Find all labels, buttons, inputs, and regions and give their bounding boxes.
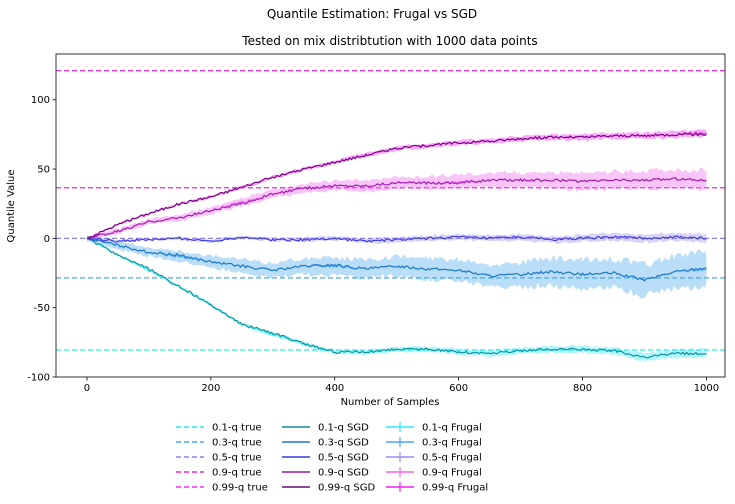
chart-title: Quantile Estimation: Frugal vs SGD: [267, 7, 477, 21]
y-tick-label-0: -100: [27, 373, 50, 384]
legend-label-0-2: 0.5-q true: [212, 453, 262, 464]
sgd-line-1: [86, 237, 707, 282]
x-axis-label: Number of Samples: [341, 397, 440, 408]
x-tick-label-3: 600: [449, 383, 468, 394]
legend-label-2-4: 0.99-q Frugal: [422, 483, 488, 494]
legend-label-0-4: 0.99-q true: [212, 483, 268, 494]
legend-label-1-2: 0.5-q SGD: [318, 453, 369, 464]
plot-area: [56, 69, 725, 362]
legend-label-2-1: 0.3-q Frugal: [422, 438, 482, 449]
y-axis-label: Quantile Value: [6, 170, 17, 243]
y-tick-label-1: -50: [34, 303, 50, 314]
legend-label-1-0: 0.1-q SGD: [318, 423, 369, 434]
axes: 0 200 400 600 800 1000 -100 -50 0 50 100: [27, 53, 726, 394]
x-tick-label-5: 1000: [694, 383, 719, 394]
x-tick-label-1: 200: [201, 383, 220, 394]
sgd-line-4: [86, 132, 707, 239]
x-tick-label-4: 800: [573, 383, 592, 394]
legend-label-1-1: 0.3-q SGD: [318, 438, 369, 449]
chart-subtitle: Tested on mix distribtution with 1000 da…: [241, 34, 537, 48]
y-tick-label-3: 50: [37, 165, 50, 176]
x-tick-label-0: 0: [84, 383, 90, 394]
sgd-line-0: [86, 237, 707, 359]
y-tick-label-4: 100: [31, 95, 50, 106]
legend-label-0-0: 0.1-q true: [212, 423, 262, 434]
legend-label-0-3: 0.9-q true: [212, 468, 262, 479]
frugal-band-3: [87, 167, 707, 241]
plot-inner: [56, 69, 725, 362]
axes-frame: [55, 53, 726, 378]
legend-label-2-3: 0.9-q Frugal: [422, 468, 482, 479]
legend-label-1-3: 0.9-q SGD: [318, 468, 369, 479]
frugal-band-2: [87, 232, 707, 245]
x-tick-label-2: 400: [325, 383, 344, 394]
legend: 0.1-q true 0.3-q true 0.5-q true 0.9-q true…: [176, 422, 488, 494]
sgd-line-3: [86, 177, 707, 239]
legend-label-1-4: 0.99-q SGD: [318, 483, 375, 494]
sgd-line-2: [86, 235, 707, 243]
legend-label-2-0: 0.1-q Frugal: [422, 423, 482, 434]
legend-label-0-1: 0.3-q true: [212, 438, 262, 449]
y-tick-label-2: 0: [44, 234, 50, 245]
legend-label-2-2: 0.5-q Frugal: [422, 453, 482, 464]
